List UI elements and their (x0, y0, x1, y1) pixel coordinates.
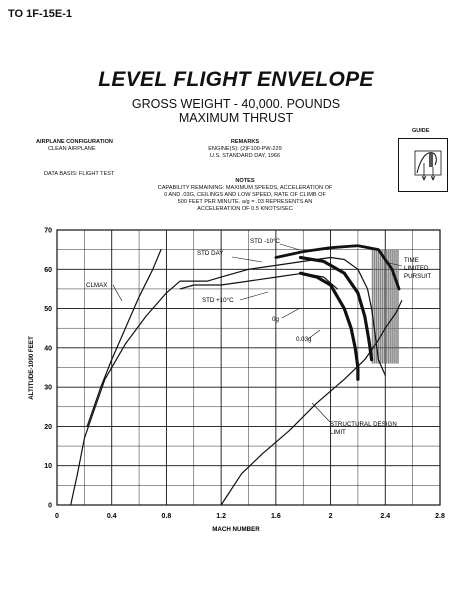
thrust-subtitle: MAXIMUM THRUST (178, 111, 294, 125)
gross-weight-subtitle: GROSS WEIGHT - 40,000. POUNDS (131, 97, 341, 111)
notes-line-3: 500 FEET PER MINUTE. a/g = .03 REPRESENT… (177, 199, 313, 205)
y-axis-label: ALTITUDE-1000 FEET (28, 336, 35, 400)
zero-g-label: 0g (272, 316, 279, 323)
std-day-label: STD DAY (197, 250, 223, 257)
remarks-line-1: ENGINE(S): (2)F100-PW-229 (208, 146, 282, 152)
structural-leader (311, 402, 331, 423)
x-tick-label: 1.2 (216, 513, 226, 520)
y-tick-label: 0 (48, 503, 52, 510)
clmax-label: CLMAX (86, 282, 107, 289)
remarks-block: REMARKS ENGINE(S): (2)F100-PW-229 U.S. S… (180, 139, 310, 160)
std-plus10-label: STD +10°C (202, 297, 234, 304)
data-basis: DATA BASIS: FLIGHT TEST (44, 171, 115, 177)
curve-clmax (86, 249, 162, 427)
point-03g-leader (307, 329, 321, 340)
x-tick-label: 0.8 (162, 513, 172, 520)
curve-std-10-c (179, 272, 338, 290)
y-tick-label: 40 (44, 345, 52, 352)
std-minus10-leader (279, 243, 301, 251)
time-limited-label-3: PURSUIT (404, 273, 431, 280)
notes-line-2: 0 AND .03G, CEILINGS AND LOW SPEED, RATE… (164, 192, 326, 198)
guide-label: GUIDE (412, 128, 430, 134)
std-day-leader (231, 256, 263, 263)
config-value: CLEAN AIRPLANE (48, 146, 96, 152)
x-tick-label: 2 (329, 513, 333, 520)
remarks-heading: REMARKS (230, 139, 260, 145)
time-limited-fill (371, 249, 399, 364)
y-tick-label: 10 (44, 463, 52, 470)
zero-g-leader (281, 307, 301, 319)
time-limited-region (371, 249, 399, 364)
guide-inset (398, 138, 448, 192)
x-tick-label: 0 (55, 513, 59, 520)
y-tick-label: 50 (44, 306, 52, 313)
document-id: TO 1F-15E-1 (8, 8, 72, 20)
time-limited-label-1: TIME (404, 257, 419, 264)
structural-label-1: STRUCTURAL DESIGN (330, 421, 397, 428)
curve-0g (298, 255, 374, 362)
axis-ticks: 0 0.4 0.8 1.2 1.6 2 2.4 2.8 0 10 20 30 40 50 60 70 (44, 228, 445, 521)
annotation-leaders (112, 243, 403, 423)
chart-title: LEVEL FLIGHT ENVELOPE (98, 68, 374, 91)
std-plus10-leader (239, 291, 269, 301)
chart-grid (56, 229, 441, 506)
clmax-leader (112, 284, 123, 302)
x-tick-label: 2.4 (380, 513, 390, 520)
std-minus10-label: STD -10°C (250, 238, 281, 245)
y-tick-label: 70 (44, 228, 52, 235)
point-03g-label: 0.03g (296, 336, 312, 343)
curve-std-day (70, 256, 386, 506)
y-tick-label: 30 (44, 385, 52, 392)
curve-0-03g (298, 271, 360, 381)
time-limited-label-2: LIMITED (404, 265, 429, 272)
notes-line-4: ACCELERATION OF 0.5 KNOTS/SEC (197, 206, 293, 212)
x-tick-label: 1.6 (271, 513, 281, 520)
x-axis-label: MACH NUMBER (212, 526, 260, 533)
curve-std-10-c (274, 244, 401, 291)
notes-heading: NOTES (235, 178, 255, 184)
plot-frame (56, 229, 441, 506)
structural-label-2: LIMIT (330, 429, 346, 436)
guide-diagram (414, 150, 442, 181)
config-heading: AIRPLANE CONFIGURATION (36, 139, 113, 145)
curve-structural-design-limit (220, 300, 403, 506)
y-tick-label: 60 (44, 267, 52, 274)
x-tick-label: 0.4 (107, 513, 117, 520)
notes-line-1: CAPABILITY REMAINING: MAXIMUM SPEEDS, AC… (157, 185, 333, 191)
time-limited-leader (384, 261, 403, 267)
y-tick-label: 20 (44, 424, 52, 431)
config-block: AIRPLANE CONFIGURATION CLEAN AIRPLANE (36, 139, 113, 153)
notes-block: NOTES CAPABILITY REMAINING: MAXIMUM SPEE… (150, 178, 340, 213)
x-tick-label: 2.8 (435, 513, 445, 520)
remarks-line-2: U.S. STANDARD DAY, 1966 (209, 153, 281, 159)
chart-curves (70, 244, 403, 506)
